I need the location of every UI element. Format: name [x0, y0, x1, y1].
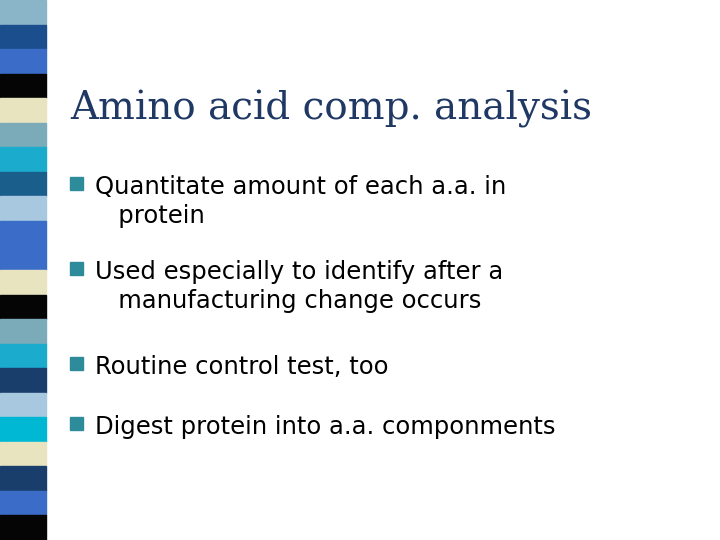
Text: Used especially to identify after a
   manufacturing change occurs: Used especially to identify after a manu…: [95, 260, 503, 313]
Bar: [0, 491, 46, 516]
Bar: [0, 467, 46, 491]
Bar: [0, 172, 46, 197]
Bar: [70, 357, 83, 370]
Bar: [0, 49, 46, 73]
Bar: [0, 197, 46, 221]
Text: Digest protein into a.a. componments: Digest protein into a.a. componments: [95, 415, 556, 439]
Bar: [0, 24, 46, 49]
Text: Quantitate amount of each a.a. in
   protein: Quantitate amount of each a.a. in protei…: [95, 175, 506, 228]
Bar: [0, 319, 46, 343]
Text: Routine control test, too: Routine control test, too: [95, 355, 389, 379]
Text: Amino acid comp. analysis: Amino acid comp. analysis: [70, 90, 592, 128]
Bar: [0, 246, 46, 270]
Bar: [70, 417, 83, 430]
Bar: [0, 147, 46, 172]
Bar: [70, 262, 83, 275]
Bar: [0, 442, 46, 467]
Bar: [0, 368, 46, 393]
Bar: [70, 177, 83, 190]
Bar: [0, 294, 46, 319]
Bar: [0, 393, 46, 417]
Bar: [0, 270, 46, 294]
Bar: [0, 0, 46, 24]
Bar: [0, 98, 46, 123]
Bar: [0, 221, 46, 246]
Bar: [0, 516, 46, 540]
Bar: [0, 417, 46, 442]
Bar: [0, 343, 46, 368]
Bar: [0, 73, 46, 98]
Bar: [0, 123, 46, 147]
